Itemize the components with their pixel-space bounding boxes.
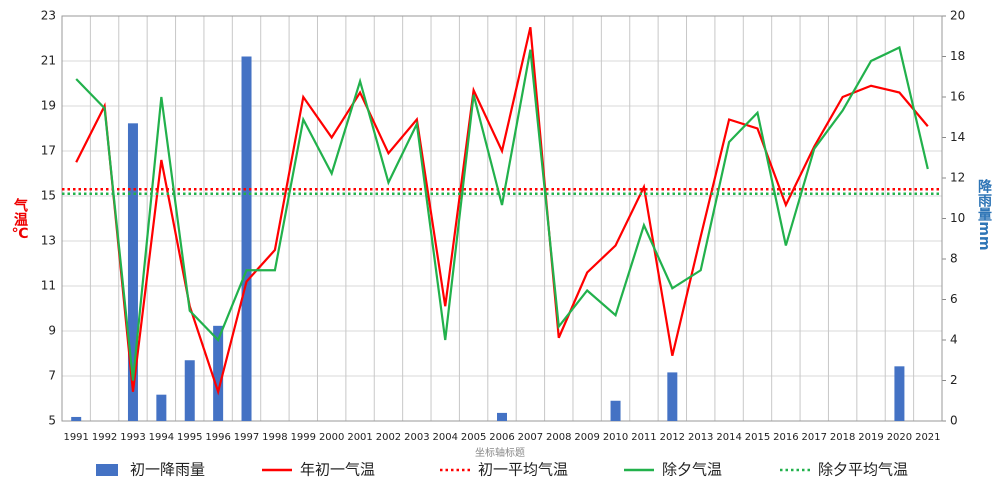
y2-tick-label: 4 [950, 333, 958, 347]
y-tick-label: 19 [41, 99, 56, 113]
x-tick-label: 2018 [830, 432, 855, 443]
bar [127, 123, 138, 421]
bar [241, 56, 252, 421]
x-tick-label: 2014 [716, 432, 741, 443]
y-axis-title: 气温℃ [11, 197, 29, 242]
bar [184, 360, 195, 421]
x-tick-label: 2003 [404, 432, 429, 443]
y2-tick-label: 16 [950, 90, 965, 104]
y-tick-label: 9 [48, 324, 56, 338]
x-tick-label: 2000 [319, 432, 344, 443]
y2-axis-title: 降雨量mm [976, 179, 992, 251]
legend-label: 除夕平均气温 [818, 461, 908, 479]
x-tick-label: 2012 [660, 432, 685, 443]
y2-tick-label: 14 [950, 130, 965, 144]
x-tick-label: 2002 [376, 432, 401, 443]
x-tick-label: 2015 [745, 432, 770, 443]
legend-label: 初一平均气温 [478, 461, 568, 479]
x-tick-label: 1994 [149, 432, 174, 443]
y2-tick-label: 12 [950, 171, 965, 185]
x-tick-label: 2006 [489, 432, 514, 443]
y2-tick-label: 6 [950, 292, 958, 306]
bar [213, 325, 224, 421]
y-tick-label: 15 [41, 189, 56, 203]
y2-tick-label: 0 [950, 414, 958, 428]
x-tick-label: 1995 [177, 432, 202, 443]
x-tick-label: 2017 [802, 432, 827, 443]
y-tick-label: 17 [41, 144, 56, 158]
bar [894, 366, 905, 421]
x-tick-label: 1992 [92, 432, 117, 443]
x-tick-label: 2021 [915, 432, 940, 443]
x-tick-label: 2005 [461, 432, 486, 443]
x-tick-label: 1991 [63, 432, 88, 443]
x-tick-label: 2016 [773, 432, 798, 443]
x-tick-label: 1999 [291, 432, 316, 443]
x-tick-label: 2008 [546, 432, 571, 443]
x-tick-label: 2010 [603, 432, 628, 443]
x-tick-label: 1993 [120, 432, 145, 443]
legend-label: 初一降雨量 [130, 461, 205, 479]
legend-label: 年初一气温 [300, 461, 375, 479]
y2-tick-label: 10 [950, 211, 965, 225]
bar [667, 372, 678, 421]
y2-tick-label: 8 [950, 252, 958, 266]
y-tick-label: 13 [41, 234, 56, 248]
x-tick-label: 2004 [432, 432, 457, 443]
x-tick-label: 1998 [262, 432, 287, 443]
x-tick-label: 2007 [518, 432, 543, 443]
x-axis-title: 坐标轴标题 [475, 446, 525, 459]
y2-tick-label: 18 [950, 49, 965, 63]
x-tick-label: 2009 [574, 432, 599, 443]
bar [497, 412, 507, 421]
x-tick-label: 2013 [688, 432, 713, 443]
bar [610, 400, 621, 421]
line [75, 27, 929, 396]
y2-tick-label: 2 [950, 373, 958, 387]
y-tick-label: 11 [41, 279, 56, 293]
legend-label: 除夕气温 [662, 461, 722, 479]
y-tick-label: 5 [48, 414, 56, 428]
x-tick-label: 1997 [234, 432, 259, 443]
y-tick-label: 7 [48, 369, 56, 383]
bar [71, 416, 82, 421]
x-tick-label: 2011 [631, 432, 656, 443]
line [75, 45, 929, 381]
bar [156, 394, 167, 421]
x-tick-label: 1996 [205, 432, 230, 443]
y-tick-label: 21 [41, 54, 56, 68]
y2-tick-label: 20 [950, 9, 965, 23]
x-tick-label: 2020 [887, 432, 912, 443]
y-tick-label: 23 [41, 9, 56, 23]
x-tick-label: 2001 [347, 432, 372, 443]
legend-swatch [96, 464, 118, 476]
x-tick-label: 2019 [858, 432, 883, 443]
